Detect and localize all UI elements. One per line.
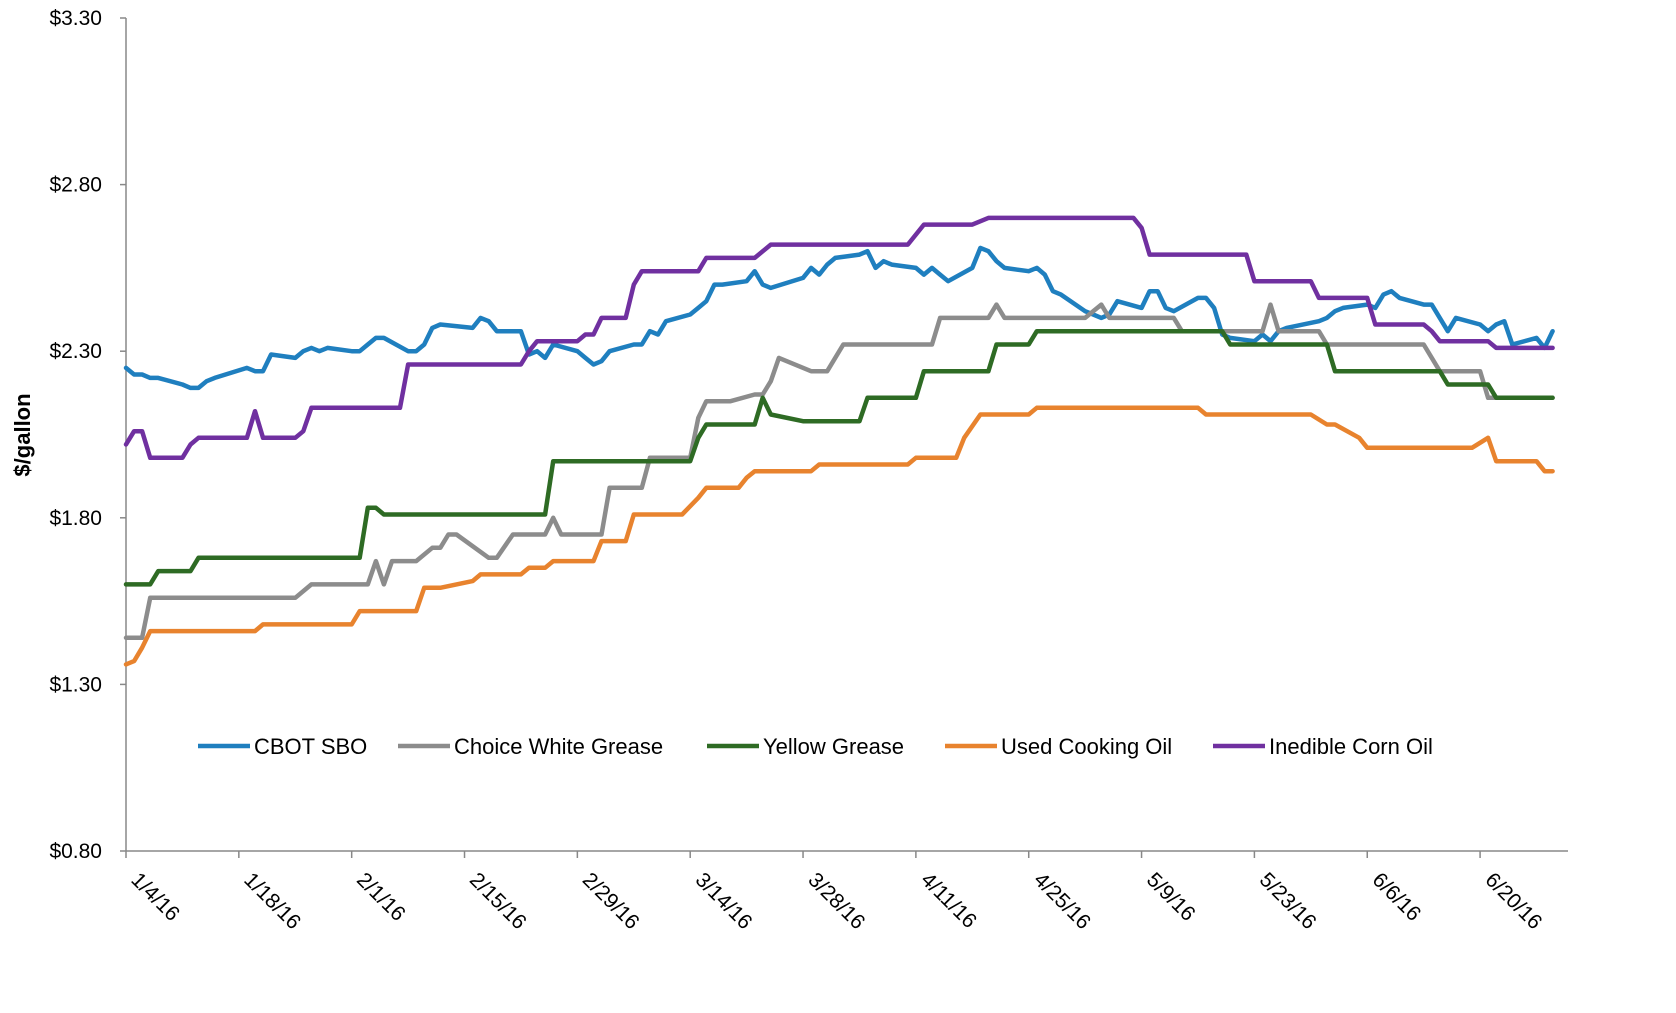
y-axis-label: $/gallon (10, 393, 35, 476)
series-line-yellow-grease (123, 328, 1555, 587)
series-line-used-cooking-oil (123, 405, 1555, 667)
legend-item-used-cooking-oil: Used Cooking Oil (945, 734, 1172, 759)
x-tick-label: 4/25/16 (1029, 868, 1095, 934)
legend-label: CBOT SBO (254, 734, 367, 759)
legend: CBOT SBO Choice White Grease Yellow Grease… (198, 734, 1433, 759)
legend-label: Inedible Corn Oil (1269, 734, 1433, 759)
x-tick-label: 3/28/16 (804, 868, 870, 934)
y-tick-label: $1.30 (49, 673, 102, 696)
legend-item-choice-white-grease: Choice White Grease (398, 734, 663, 759)
axes (125, 18, 1568, 852)
legend-label: Used Cooking Oil (1001, 734, 1172, 759)
series-line-cbot-sbo (123, 245, 1555, 391)
x-tick-label: 5/9/16 (1142, 868, 1200, 926)
x-tick-label: 5/23/16 (1255, 868, 1321, 934)
x-tick-label: 1/4/16 (126, 868, 184, 926)
x-tick-label: 1/18/16 (239, 868, 305, 934)
series-lines (123, 215, 1555, 667)
series-line-choice-white-grease (123, 302, 1555, 641)
x-tick-label: 2/29/16 (578, 868, 644, 934)
y-tick-label: $0.80 (49, 840, 102, 863)
x-tick-label: 4/11/16 (916, 868, 981, 933)
legend-item-inedible-corn-oil: Inedible Corn Oil (1213, 734, 1433, 759)
y-tick-label: $2.80 (49, 174, 102, 197)
y-tick-label: $2.30 (49, 340, 102, 363)
legend-label: Yellow Grease (763, 734, 904, 759)
x-tick-label: 6/6/16 (1368, 868, 1426, 926)
legend-item-yellow-grease: Yellow Grease (707, 734, 904, 759)
y-tick-label: $1.80 (49, 507, 102, 530)
x-axis-ticks: 1/4/16 1/18/16 2/1/16 2/15/16 2/29/16 3/14/16… (125, 851, 1547, 934)
x-tick-label: 2/1/16 (352, 868, 410, 926)
x-tick-label: 3/14/16 (691, 868, 757, 934)
y-axis-ticks: $0.80 $1.30 $1.80 $2.30 $2.80 $3.30 (49, 7, 126, 863)
y-tick-label: $3.30 (49, 7, 102, 30)
series-line-inedible-corn-oil (123, 215, 1555, 461)
x-tick-label: 6/20/16 (1481, 868, 1547, 934)
legend-label: Choice White Grease (454, 734, 663, 759)
x-tick-label: 2/15/16 (465, 868, 531, 934)
legend-item-cbot-sbo: CBOT SBO (198, 734, 367, 759)
